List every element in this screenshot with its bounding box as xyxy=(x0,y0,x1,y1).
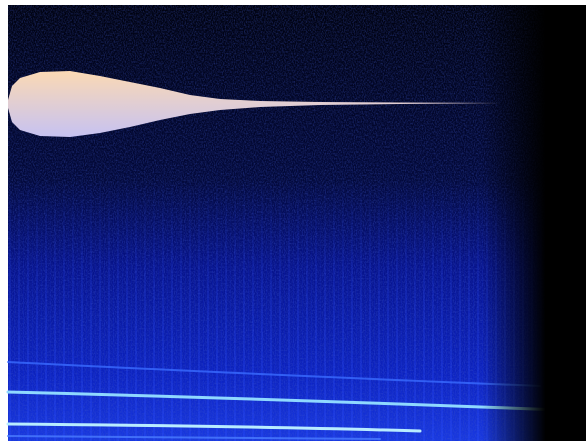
page xyxy=(0,0,586,441)
spectrogram xyxy=(0,0,586,441)
right-fade xyxy=(8,5,586,441)
